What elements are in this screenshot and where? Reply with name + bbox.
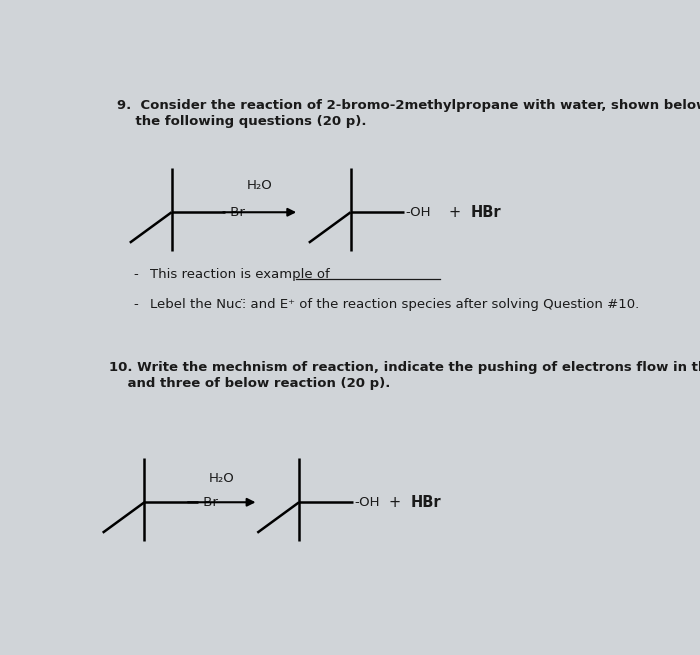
Text: HBr: HBr [410, 495, 441, 510]
Text: the following questions (20 p).: the following questions (20 p). [118, 115, 367, 128]
Text: -: - [134, 268, 139, 281]
Text: This reaction is example of: This reaction is example of [150, 268, 330, 281]
Text: -: - [134, 298, 139, 311]
Text: 10. Write the mechnism of reaction, indicate the pushing of electrons flow in th: 10. Write the mechnism of reaction, indi… [109, 361, 700, 374]
Text: Lebel the Nuc:̈ and E⁺ of the reaction species after solving Question #10.: Lebel the Nuc:̈ and E⁺ of the reaction s… [150, 298, 639, 311]
Text: -Br: -Br [227, 206, 246, 219]
Text: +: + [389, 495, 401, 510]
Text: H₂O: H₂O [209, 472, 235, 485]
Text: 9.  Consider the reaction of 2-bromo-2methylpropane with water, shown below, to : 9. Consider the reaction of 2-bromo-2met… [118, 99, 700, 112]
Text: -OH: -OH [354, 496, 380, 509]
Text: H₂O: H₂O [247, 179, 273, 192]
Text: and three of below reaction (20 p).: and three of below reaction (20 p). [109, 377, 391, 390]
Text: HBr: HBr [471, 205, 501, 220]
Text: -OH: -OH [406, 206, 431, 219]
Text: +: + [449, 205, 461, 220]
Text: -Br: -Br [199, 496, 218, 509]
